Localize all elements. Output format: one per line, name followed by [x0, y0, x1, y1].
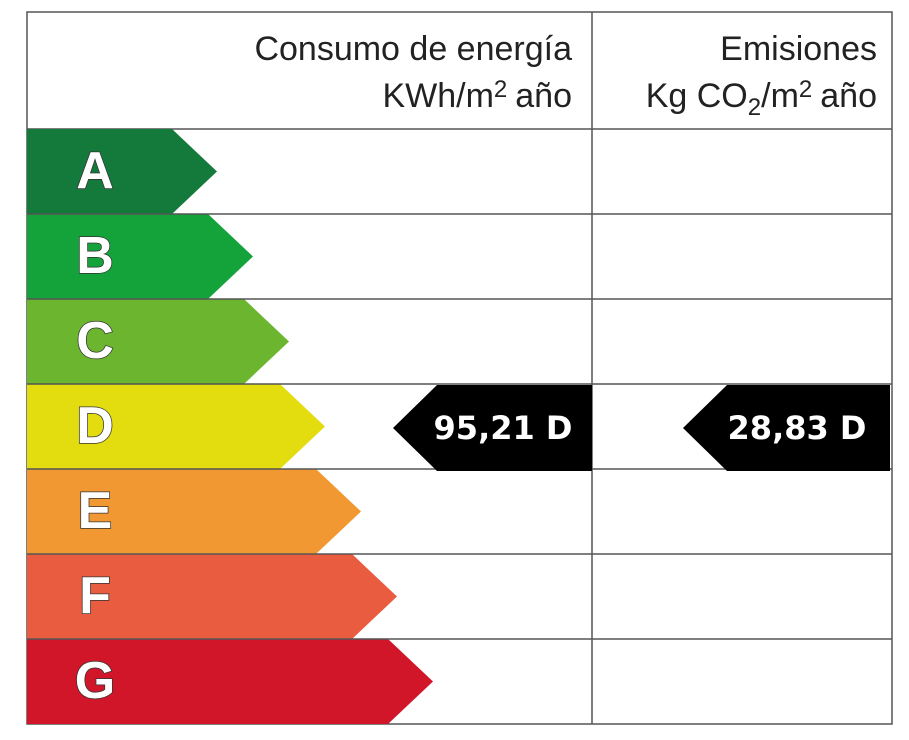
unit-part: /m: [761, 77, 799, 115]
class-letter: E: [78, 482, 113, 540]
class-arrow: [27, 469, 361, 554]
unit-part: Kg CO: [646, 77, 748, 115]
unit-subscript: 2: [748, 94, 761, 121]
unit-superscript: 2: [494, 76, 507, 103]
emissions-title: Emisiones: [720, 30, 877, 68]
class-letter: B: [76, 227, 114, 285]
class-arrow: [27, 639, 433, 724]
class-letter: F: [79, 567, 111, 625]
energy-rating-arrow: [393, 385, 592, 471]
energy-rating: 95,21 D: [434, 409, 573, 447]
class-arrow: [27, 214, 253, 299]
class-letter: A: [76, 142, 114, 200]
energy-title: Consumo de energía: [254, 30, 572, 68]
emissions-rating-arrow: [683, 385, 890, 471]
unit-superscript: 2: [799, 76, 812, 103]
class-letter: C: [76, 312, 114, 370]
unit-part: KWh/m: [382, 77, 493, 115]
unit-part: año: [820, 77, 877, 115]
unit-part: año: [515, 77, 572, 115]
class-arrow: [27, 384, 325, 469]
class-letter: D: [76, 397, 114, 455]
energy-unit: KWh/m2 año: [382, 76, 572, 115]
class-letter: G: [75, 652, 115, 710]
class-arrow: [27, 299, 289, 384]
class-arrow: [27, 129, 217, 214]
emissions-rating: 28,83 D: [728, 409, 867, 447]
class-arrow: [27, 554, 397, 639]
emissions-unit: Kg CO2/m2 año: [646, 76, 877, 121]
